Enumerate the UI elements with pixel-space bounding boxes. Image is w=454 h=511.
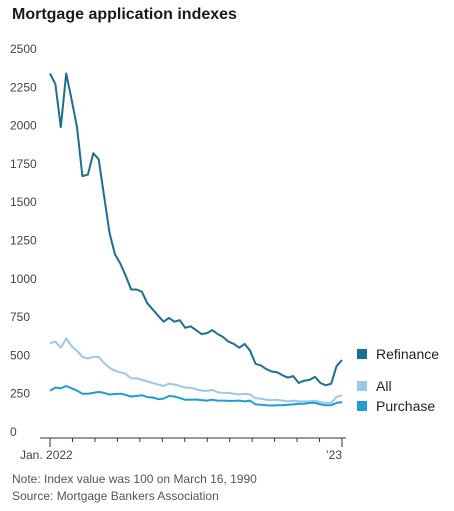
chart-title: Mortgage application indexes xyxy=(12,6,237,23)
line-chart: 0 250 500 750 1000 1250 1500 1750 2000 2250 2500 J… xyxy=(10,42,439,462)
y-tick-label-0: 0 xyxy=(10,425,17,439)
source-note: Source: Mortgage Bankers Association xyxy=(12,489,219,503)
legend-swatch-all xyxy=(357,381,367,391)
legend-label-purchase: Purchase xyxy=(376,398,435,414)
y-tick-label-1250: 1250 xyxy=(10,234,37,248)
index-note: Note: Index value was 100 on March 16, 1… xyxy=(12,472,257,486)
y-tick-label-1000: 1000 xyxy=(10,272,37,286)
y-tick-label-2500: 2500 xyxy=(10,42,37,56)
legend-label-refinance: Refinance xyxy=(376,346,439,362)
legend-swatch-purchase xyxy=(357,401,367,411)
series-line-refinance xyxy=(49,72,343,387)
y-tick-label-1750: 1750 xyxy=(10,157,37,171)
legend-label-all: All xyxy=(376,378,392,394)
legend-swatch-refinance xyxy=(357,349,367,359)
y-axis: 0 250 500 750 1000 1250 1500 1750 2000 2250 2500 xyxy=(10,42,37,439)
x-axis-ticks xyxy=(49,438,343,447)
y-tick-label-1500: 1500 xyxy=(10,195,37,209)
y-tick-label-250: 250 xyxy=(10,387,30,401)
series-line-purchase xyxy=(49,385,343,407)
y-tick-label-2250: 2250 xyxy=(10,80,37,94)
series-line-all xyxy=(49,337,343,404)
x-tick-label-2023: ’23 xyxy=(326,448,342,462)
x-tick-label-jan-2022: Jan. 2022 xyxy=(20,448,73,462)
y-tick-label-2000: 2000 xyxy=(10,119,37,133)
series-lines xyxy=(49,72,343,407)
y-tick-label-750: 750 xyxy=(10,310,30,324)
y-tick-label-500: 500 xyxy=(10,348,30,362)
legend: Refinance All Purchase xyxy=(357,346,439,414)
